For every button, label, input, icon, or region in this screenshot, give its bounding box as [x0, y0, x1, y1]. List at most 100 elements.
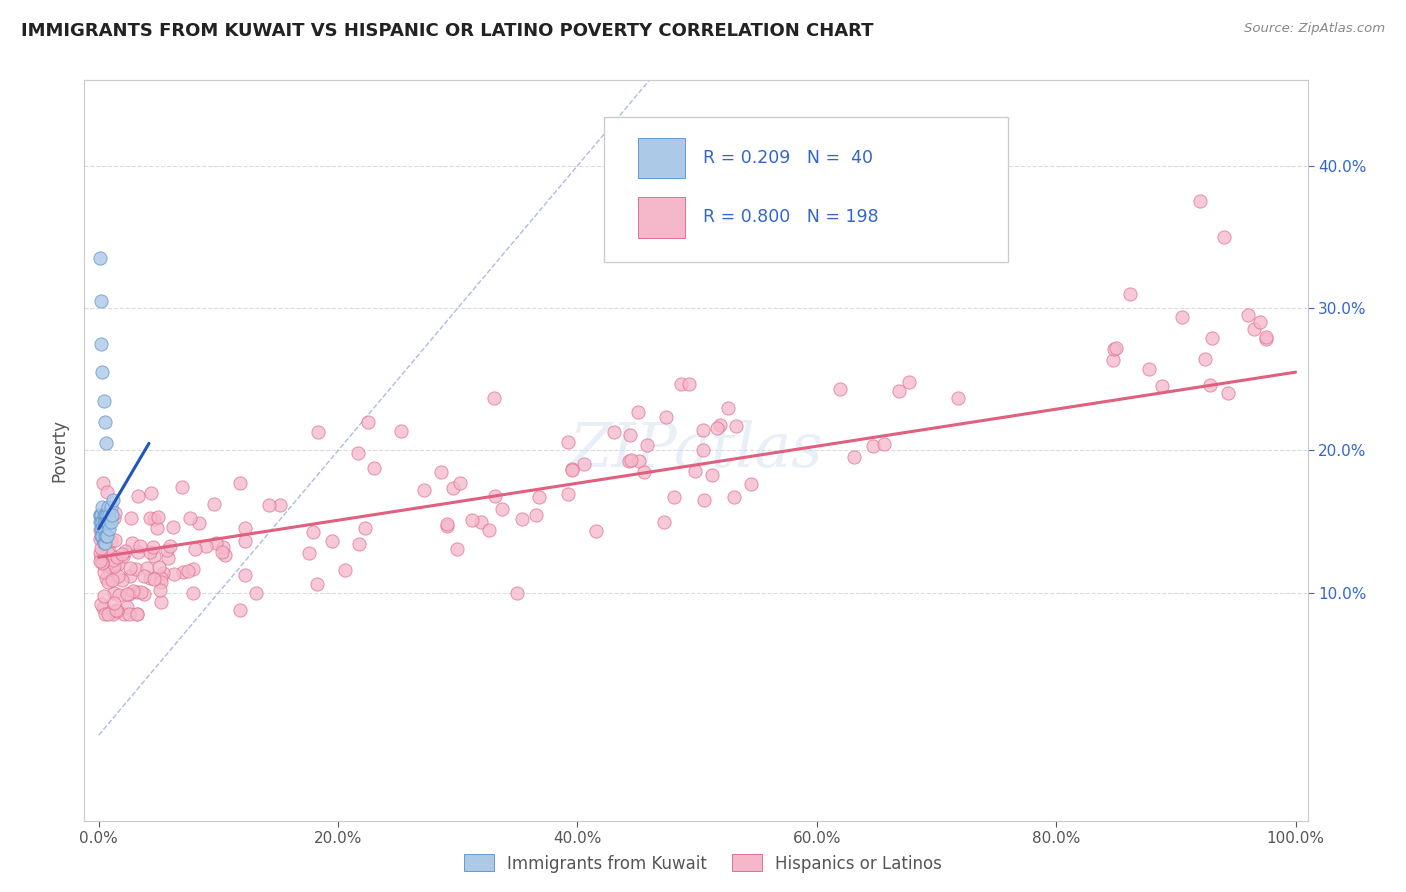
Point — [89, 532, 111, 546]
Point — [1194, 351, 1216, 366]
Point — [142, 511, 165, 525]
Point — [103, 559, 125, 574]
Point — [111, 549, 134, 563]
Point — [389, 425, 412, 439]
Point — [557, 487, 579, 501]
Point — [347, 537, 370, 551]
Point — [90, 508, 112, 522]
Point — [363, 460, 385, 475]
Point — [946, 391, 969, 405]
Point — [129, 584, 152, 599]
Point — [91, 556, 114, 570]
Point — [177, 565, 200, 579]
Point — [620, 453, 643, 467]
Point — [873, 437, 896, 451]
Point — [100, 515, 122, 529]
Point — [93, 508, 115, 522]
Point — [269, 498, 291, 512]
Point — [619, 428, 641, 442]
Point — [118, 560, 141, 574]
Point — [107, 568, 129, 582]
Point — [103, 596, 125, 610]
Text: R = 0.800   N = 198: R = 0.800 N = 198 — [703, 208, 879, 227]
Point — [115, 587, 138, 601]
Point — [112, 607, 135, 622]
Text: R = 0.209   N =  40: R = 0.209 N = 40 — [703, 149, 873, 167]
Point — [121, 536, 143, 550]
Point — [1243, 322, 1265, 336]
Point — [1171, 310, 1194, 324]
Point — [510, 512, 533, 526]
Point — [257, 498, 280, 512]
Point — [298, 545, 321, 559]
Point — [723, 490, 745, 504]
Point — [139, 544, 162, 558]
Point — [103, 511, 125, 525]
Point — [125, 607, 148, 622]
Point — [89, 508, 111, 522]
Point — [93, 393, 115, 408]
Point — [89, 524, 111, 538]
Y-axis label: Poverty: Poverty — [51, 419, 69, 482]
Point — [142, 541, 165, 555]
Point — [89, 515, 111, 529]
Point — [118, 607, 141, 622]
Point — [89, 554, 111, 568]
Point — [692, 442, 714, 457]
Point — [446, 542, 468, 557]
Point — [683, 464, 706, 478]
Point — [1236, 308, 1258, 322]
Point — [307, 425, 329, 439]
Point — [94, 550, 117, 565]
Point — [484, 489, 506, 503]
Point — [114, 544, 136, 558]
Point — [97, 544, 120, 558]
Point — [98, 522, 121, 536]
Point — [354, 521, 377, 535]
Point — [862, 439, 884, 453]
Point — [103, 561, 125, 575]
Point — [1137, 362, 1160, 376]
Point — [142, 549, 165, 564]
Point — [152, 566, 174, 580]
Point — [101, 508, 124, 522]
Point — [627, 454, 650, 468]
Point — [693, 493, 716, 508]
Point — [654, 515, 676, 529]
Point — [94, 571, 117, 585]
Point — [146, 521, 169, 535]
Point — [184, 541, 207, 556]
Point — [321, 533, 343, 548]
Point — [89, 508, 111, 522]
Point — [627, 405, 650, 419]
Point — [111, 574, 134, 588]
Point — [1198, 377, 1220, 392]
Point — [96, 559, 118, 574]
Point — [162, 567, 184, 582]
Point — [524, 508, 547, 522]
Point — [118, 586, 141, 600]
Point — [830, 382, 852, 396]
Point — [1102, 342, 1125, 356]
Point — [93, 508, 115, 522]
Point — [93, 536, 115, 550]
Point — [94, 515, 117, 529]
Point — [188, 516, 211, 531]
Point — [90, 293, 112, 308]
Point — [678, 377, 700, 392]
Point — [96, 529, 118, 543]
Point — [100, 533, 122, 548]
Point — [603, 425, 626, 439]
Point — [740, 477, 762, 491]
Point — [842, 450, 865, 464]
Point — [91, 555, 114, 569]
Point — [134, 569, 156, 583]
Point — [89, 546, 111, 560]
Point — [436, 518, 458, 533]
Point — [1249, 315, 1271, 329]
Text: Source: ZipAtlas.com: Source: ZipAtlas.com — [1244, 22, 1385, 36]
Point — [97, 500, 120, 515]
Point — [101, 573, 124, 587]
Point — [93, 534, 115, 549]
Point — [127, 585, 149, 599]
